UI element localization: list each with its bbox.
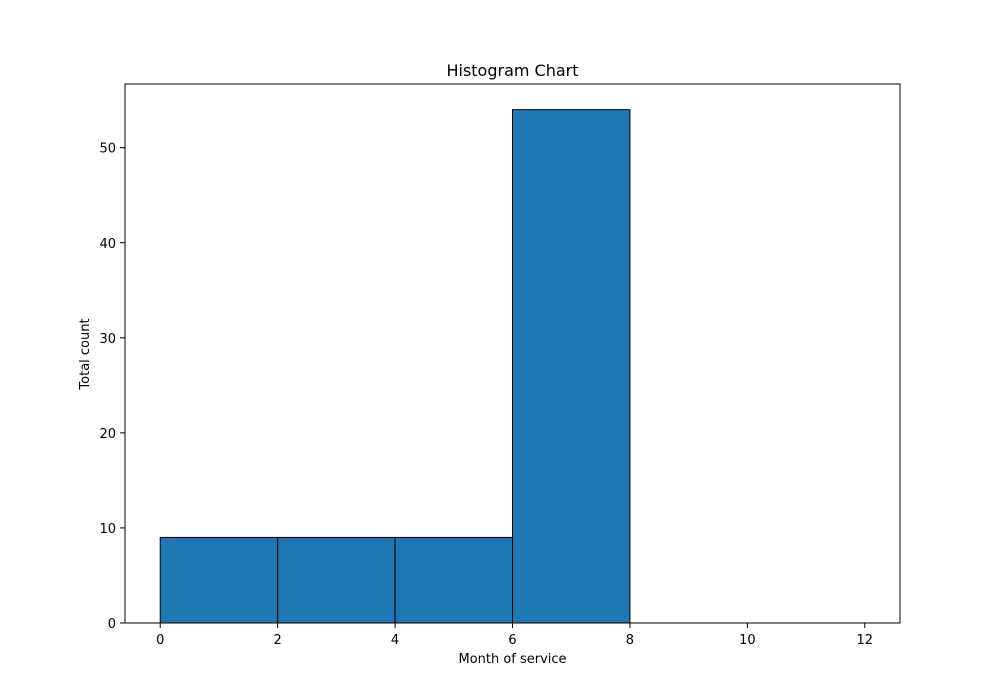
y-tick-label-5: 50: [99, 142, 116, 157]
x-tick-label-2: 4: [391, 633, 399, 648]
x-tick-label-0: 0: [156, 633, 164, 648]
histogram-bar-3: [512, 109, 631, 624]
x-tick-label-5: 10: [739, 633, 756, 648]
y-axis-label: Total count: [78, 318, 93, 390]
y-tick-label-2: 20: [99, 427, 116, 442]
x-tick-label-6: 12: [856, 633, 873, 648]
y-axis: 0 10 20 30 40 50: [99, 142, 125, 632]
y-tick-label-1: 10: [99, 522, 116, 537]
y-tick-label-4: 40: [99, 237, 116, 252]
histogram-bar-1: [277, 536, 396, 624]
y-tick-label-3: 30: [99, 332, 116, 347]
histogram-bar-0: [159, 536, 279, 624]
bars-group: [159, 109, 631, 624]
x-tick-label-4: 8: [626, 633, 634, 648]
x-axis: 0 2 4 6 8 10 12: [156, 623, 873, 648]
x-axis-label: Month of service: [458, 652, 566, 667]
x-tick-label-3: 6: [508, 633, 516, 648]
chart-title: Histogram Chart: [446, 61, 578, 80]
histogram-bar-2: [394, 536, 513, 624]
y-tick-label-0: 0: [108, 617, 116, 632]
x-tick-label-1: 2: [274, 633, 282, 648]
